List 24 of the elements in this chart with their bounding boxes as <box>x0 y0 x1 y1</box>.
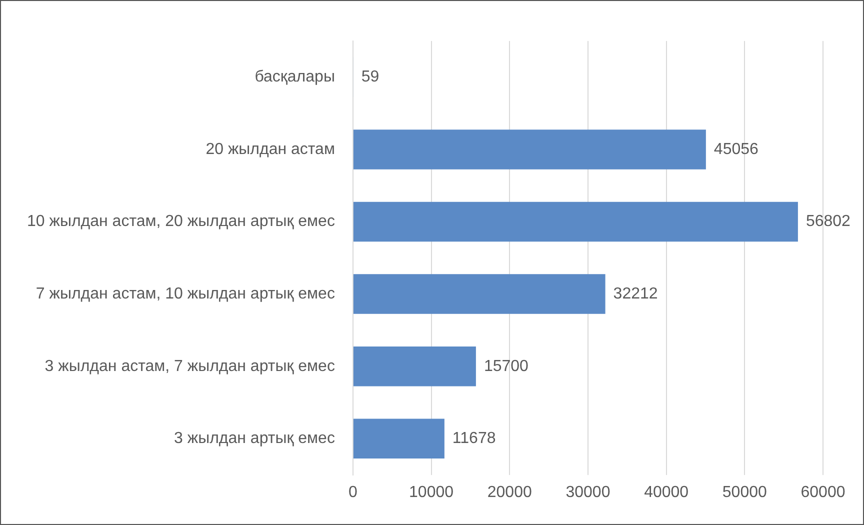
y-tick-label: 3 жылдан артық емес <box>174 430 335 448</box>
x-tick-label: 0 <box>348 484 358 501</box>
y-tick-label: 20 жылдан астам <box>206 140 335 158</box>
data-label: 15700 <box>484 358 529 375</box>
y-tick-label: 10 жылдан астам, 20 жылдан артық емес <box>26 213 335 230</box>
data-label: 11678 <box>452 430 496 448</box>
bar <box>353 418 444 459</box>
bar <box>353 274 606 314</box>
data-label: 45056 <box>714 140 759 158</box>
data-label: 32212 <box>613 285 658 302</box>
x-tick-label: 30000 <box>566 484 610 501</box>
x-tick-label: 10000 <box>409 484 454 501</box>
bar <box>353 346 476 386</box>
x-tick-label: 20000 <box>487 484 532 501</box>
y-tick-label: басқалары <box>254 68 335 86</box>
y-tick-label: 3 жылдан астам, 7 жылдан артық емес <box>44 358 335 375</box>
bar <box>353 202 798 242</box>
bar <box>353 130 706 170</box>
y-tick-label: 7 жылдан астам, 10 жылдан артық емес <box>36 285 335 302</box>
x-tick-label: 50000 <box>722 484 767 501</box>
data-label: 56802 <box>806 213 851 230</box>
x-tick-label: 40000 <box>644 484 689 501</box>
x-tick-label: 60000 <box>800 484 846 501</box>
data-label: 59 <box>361 68 380 86</box>
